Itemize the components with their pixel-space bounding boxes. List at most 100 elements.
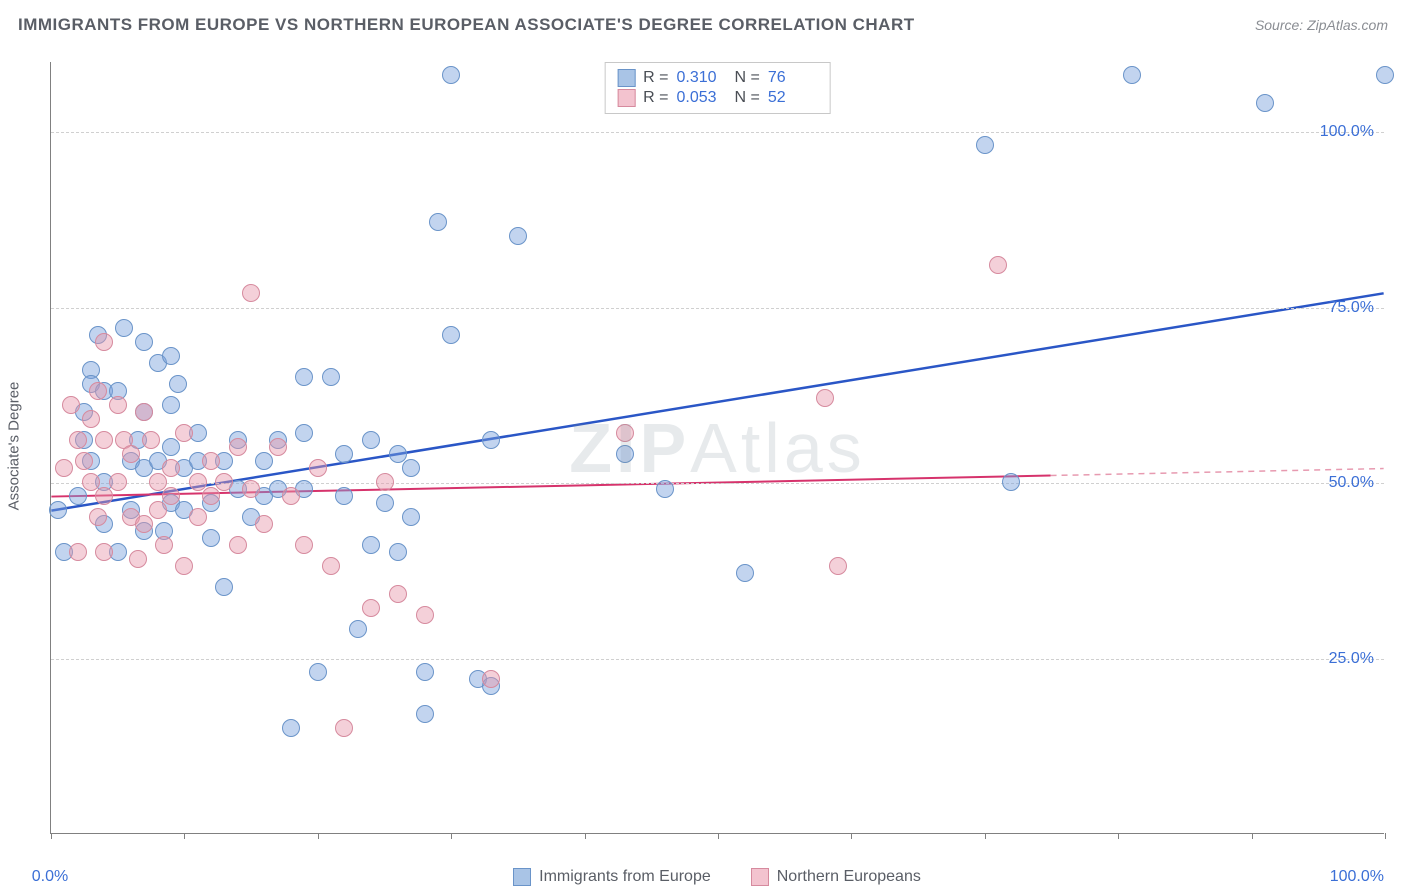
trend-lines [51,62,1384,833]
point-pink [162,459,180,477]
point-pink [82,410,100,428]
point-pink [295,536,313,554]
legend-stats-row-1: R = 0.053 N = 52 [617,89,818,107]
point-blue [202,529,220,547]
point-blue [1002,473,1020,491]
point-pink [122,445,140,463]
watermark: ZIPAtlas [569,408,866,488]
point-pink [89,382,107,400]
point-pink [322,557,340,575]
point-pink [616,424,634,442]
point-pink [155,536,173,554]
legend-swatch-pink [617,89,635,107]
point-pink [335,719,353,737]
point-pink [135,515,153,533]
chart-title: IMMIGRANTS FROM EUROPE VS NORTHERN EUROP… [18,15,915,35]
point-blue [335,445,353,463]
x-tick-mark [451,833,452,839]
point-pink [269,438,287,456]
legend-bottom-item-0: Immigrants from Europe [513,868,711,886]
point-blue [429,213,447,231]
point-pink [389,585,407,603]
point-pink [69,431,87,449]
point-blue [309,663,327,681]
y-axis-label: Associate's Degree [6,382,23,511]
y-tick-label: 100.0% [1320,123,1374,141]
x-tick-mark [585,833,586,839]
point-blue [49,501,67,519]
legend-stats-row-0: R = 0.310 N = 76 [617,69,818,87]
point-blue [282,719,300,737]
point-blue [162,438,180,456]
point-pink [149,473,167,491]
point-pink [229,438,247,456]
point-blue [509,227,527,245]
point-pink [95,543,113,561]
point-pink [82,473,100,491]
point-pink [175,424,193,442]
point-blue [736,564,754,582]
point-pink [95,431,113,449]
point-pink [242,284,260,302]
point-blue [295,368,313,386]
x-tick-mark [1118,833,1119,839]
point-blue [255,452,273,470]
point-pink [255,515,273,533]
point-blue [115,319,133,337]
x-axis-max-label: 100.0% [1330,868,1384,886]
point-pink [816,389,834,407]
point-blue [162,396,180,414]
point-blue [1256,94,1274,112]
y-tick-label: 75.0% [1329,299,1374,317]
chart-header: IMMIGRANTS FROM EUROPE VS NORTHERN EUROP… [18,10,1388,40]
point-blue [376,494,394,512]
point-pink [95,487,113,505]
point-pink [162,487,180,505]
point-pink [376,473,394,491]
point-blue [416,663,434,681]
point-blue [215,578,233,596]
x-tick-mark [184,833,185,839]
point-pink [189,508,207,526]
point-pink [416,606,434,624]
point-pink [149,501,167,519]
point-pink [95,333,113,351]
point-pink [482,670,500,688]
point-blue [616,445,634,463]
x-tick-mark [318,833,319,839]
point-blue [169,375,187,393]
point-blue [362,431,380,449]
point-pink [829,557,847,575]
point-blue [349,620,367,638]
point-blue [402,508,420,526]
legend-bottom-item-1: Northern Europeans [751,868,921,886]
plot-area: ZIPAtlas R = 0.310 N = 76 R = 0.053 N = … [50,62,1384,834]
point-pink [242,480,260,498]
point-blue [416,705,434,723]
x-tick-mark [851,833,852,839]
point-pink [189,473,207,491]
point-blue [135,333,153,351]
gridline [51,659,1384,660]
point-pink [75,452,93,470]
point-pink [229,536,247,554]
x-tick-mark [985,833,986,839]
point-pink [62,396,80,414]
point-blue [362,536,380,554]
point-blue [335,487,353,505]
x-tick-mark [1252,833,1253,839]
point-blue [482,431,500,449]
point-pink [69,543,87,561]
point-blue [295,424,313,442]
point-blue [442,326,460,344]
point-pink [215,473,233,491]
point-blue [1123,66,1141,84]
point-pink [202,487,220,505]
gridline [51,308,1384,309]
point-blue [389,445,407,463]
point-pink [55,459,73,477]
point-blue [322,368,340,386]
gridline [51,132,1384,133]
point-pink [89,508,107,526]
x-tick-mark [1385,833,1386,839]
